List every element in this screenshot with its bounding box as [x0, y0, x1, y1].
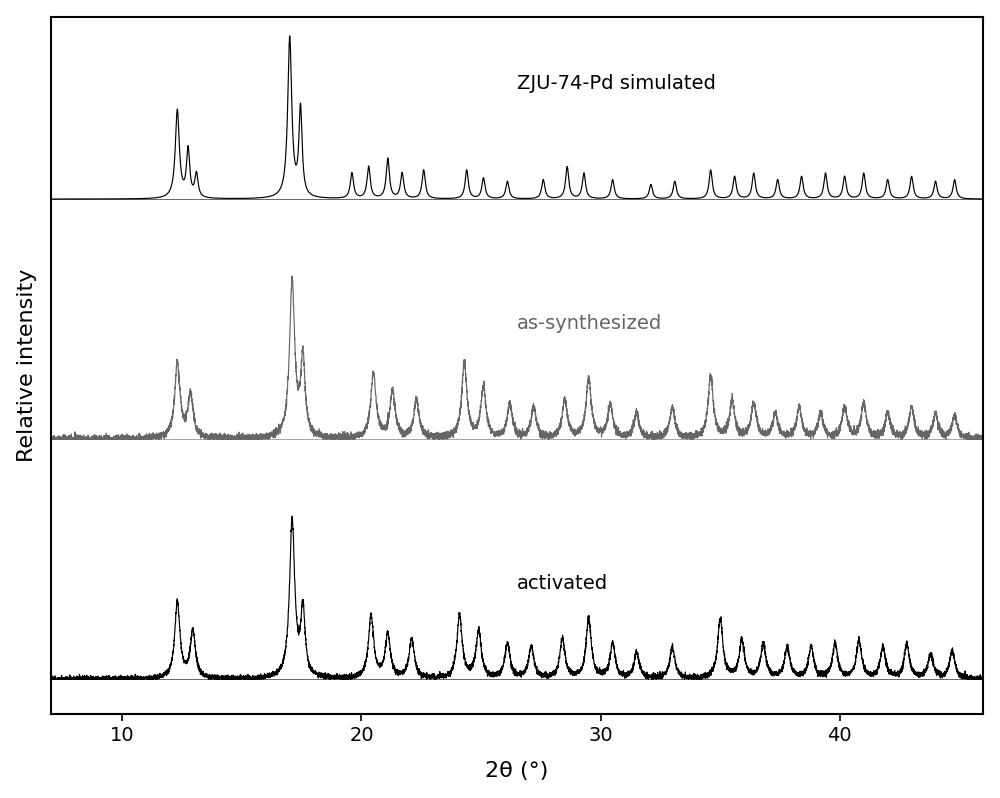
X-axis label: 2θ (°): 2θ (°)	[485, 761, 549, 781]
Text: activated: activated	[517, 574, 608, 593]
Text: ZJU-74-Pd simulated: ZJU-74-Pd simulated	[517, 74, 716, 93]
Y-axis label: Relative intensity: Relative intensity	[17, 269, 37, 462]
Text: as-synthesized: as-synthesized	[517, 314, 662, 334]
